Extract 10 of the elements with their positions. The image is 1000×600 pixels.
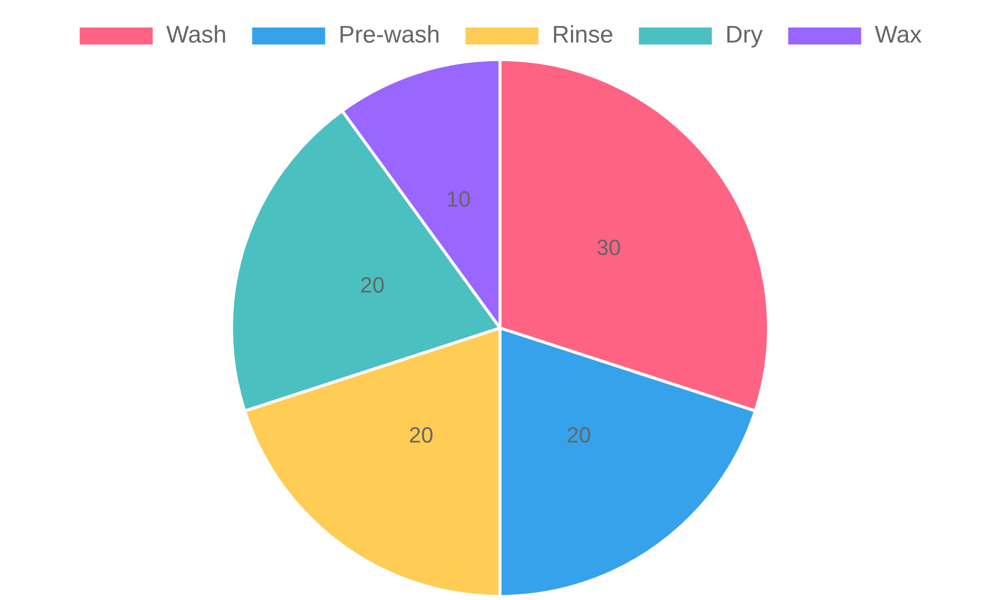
legend-label: Pre-wash [338,22,440,49]
data-label: 10 [446,186,471,212]
data-label: 20 [408,422,434,448]
legend-label: Wax [874,22,922,49]
data-label: 20 [566,422,592,448]
data-label: 30 [596,235,621,260]
legend-label: Rinse [552,22,614,49]
legend-label: Dry [725,22,763,49]
data-label: 20 [360,272,385,298]
legend-label: Wash [166,22,227,49]
